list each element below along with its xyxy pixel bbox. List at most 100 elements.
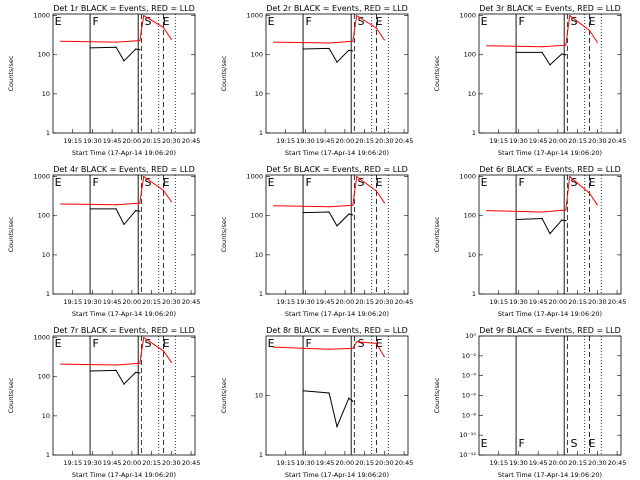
x-tick-label: 20:15 [568, 298, 587, 306]
y-tick-label: 100 [251, 212, 263, 220]
plot-frame [52, 174, 196, 295]
x-tick-label: 20:00 [123, 298, 142, 306]
marker-e: E [376, 15, 383, 28]
y-tick-label: 10⁻⁴ [462, 372, 477, 380]
y-tick-label: 1 [259, 451, 263, 459]
series-point [60, 363, 62, 365]
x-tick-label: 20:45 [395, 137, 414, 145]
marker-e: E [163, 15, 170, 28]
detector-panel-3: Det 3r BLACK = Events, RED = LLD Counts/s… [433, 4, 626, 157]
series-point [115, 204, 117, 206]
series-point [302, 390, 304, 392]
x-tick-label: 20:15 [142, 137, 161, 145]
series-point [273, 205, 275, 207]
x-tick-label: 20:00 [549, 298, 568, 306]
series-point [565, 220, 567, 222]
series-point [541, 211, 543, 213]
y-tick-label: 10⁻⁸ [462, 411, 477, 419]
x-tick-label: 19:45 [103, 298, 122, 306]
series-lld-line [273, 14, 385, 44]
series-point [375, 342, 378, 345]
x-axis-label: Start Time (17-Apr-14 19:06:20) [498, 149, 602, 157]
x-axis-label: Start Time (17-Apr-14 19:06:20) [72, 471, 176, 479]
y-tick-label: 1000 [246, 12, 263, 20]
series-point [115, 369, 117, 372]
series-point [328, 392, 330, 394]
series-point [515, 51, 517, 53]
series-point [60, 203, 62, 205]
x-tick-label: 20:30 [375, 137, 394, 145]
y-tick-label: 10⁻² [462, 352, 477, 360]
x-tick-label: 20:15 [142, 459, 161, 467]
series-events-line [303, 390, 354, 429]
series-point [123, 223, 125, 226]
panel-title: Det 5r BLACK = Events, RED = LLD [266, 165, 408, 174]
marker-e: E [163, 337, 170, 350]
series-point [352, 50, 354, 52]
y-tick-label: 1000 [33, 334, 50, 342]
series-point [486, 45, 488, 47]
plot-frame [265, 335, 409, 456]
y-tick-label: 1000 [33, 173, 50, 181]
x-tick-label: 19:30 [296, 137, 315, 145]
series-point [162, 350, 165, 352]
marker-e: E [376, 337, 383, 350]
y-tick-label: 10 [255, 251, 263, 259]
series-lld-line [60, 14, 172, 43]
series-point [143, 15, 145, 17]
series-point [356, 176, 358, 178]
y-tick-label: 1 [259, 290, 263, 298]
x-tick-label: 19:30 [83, 459, 102, 467]
series-point [383, 202, 385, 204]
y-tick-label: 10⁻⁶ [462, 392, 477, 400]
x-axis-label: Start Time (17-Apr-14 19:06:20) [285, 149, 389, 157]
y-axis-label: Counts/sec [7, 216, 15, 252]
x-tick-label: 20:30 [162, 459, 181, 467]
x-tick-label: 19:30 [83, 298, 102, 306]
series-point [328, 206, 330, 208]
series-point [273, 346, 275, 348]
detector-panel-2: Det 2r BLACK = Events, RED = LLD Counts/s… [220, 4, 413, 157]
series-point [115, 364, 117, 366]
series-point [139, 202, 141, 204]
y-tick-label: 10⁻¹² [459, 451, 476, 459]
y-tick-label: 1 [259, 129, 263, 137]
x-tick-label: 20:15 [355, 298, 374, 306]
y-tick-label: 10 [42, 251, 50, 259]
series-lld-line [60, 175, 172, 206]
series-point [569, 176, 571, 178]
series-point [375, 190, 378, 192]
marker-f: F [92, 337, 98, 350]
series-lld-line [273, 341, 385, 357]
x-tick-label: 20:45 [608, 459, 627, 467]
y-tick-label: 100 [464, 212, 476, 220]
series-point [383, 39, 385, 41]
series-point [336, 426, 338, 428]
x-tick-label: 20:45 [395, 459, 414, 467]
series-point [273, 41, 275, 43]
x-tick-label: 20:00 [549, 459, 568, 467]
panel-title: Det 8r BLACK = Events, RED = LLD [266, 326, 408, 335]
series-events-line [90, 369, 140, 385]
series-point [348, 49, 350, 51]
x-tick-label: 20:30 [375, 459, 394, 467]
x-tick-label: 19:30 [296, 459, 315, 467]
marker-s: S [571, 15, 578, 28]
series-point [375, 27, 378, 29]
series-lld-line [273, 175, 385, 208]
series-point [139, 49, 141, 51]
series-point [135, 210, 137, 212]
detector-panel-5: Det 5r BLACK = Events, RED = LLD Counts/s… [220, 165, 413, 318]
marker-e: E [268, 337, 275, 350]
marker-f: F [518, 437, 524, 450]
marker-s: S [358, 337, 365, 350]
series-events-line [90, 46, 140, 62]
x-tick-label: 20:15 [142, 298, 161, 306]
x-tick-label: 19:15 [489, 459, 508, 467]
detector-panel-8: Det 8r BLACK = Events, RED = LLD Counts/s… [220, 326, 413, 479]
series-point [143, 337, 145, 339]
panel-title: Det 9r BLACK = Events, RED = LLD [479, 326, 621, 335]
x-tick-label: 19:15 [276, 137, 295, 145]
y-tick-label: 10 [468, 251, 476, 259]
